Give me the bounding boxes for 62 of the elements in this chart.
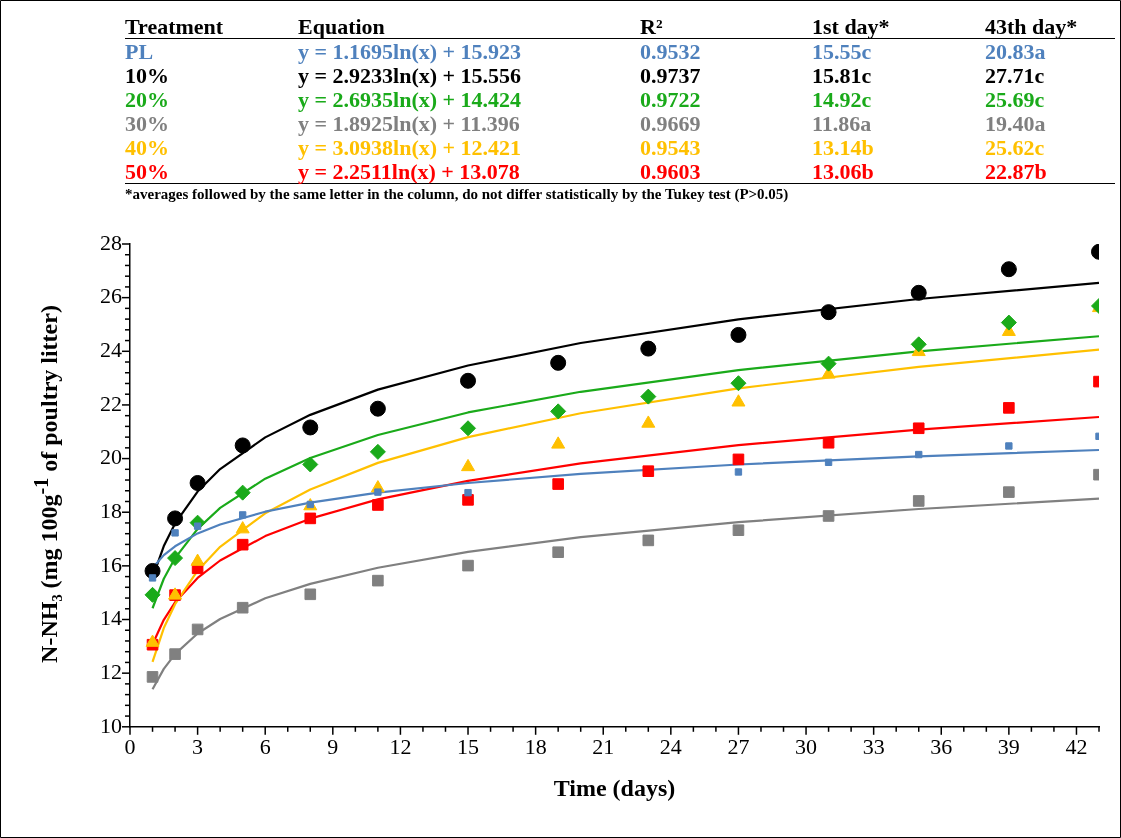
text: 11.86a bbox=[812, 111, 872, 137]
x-tick-label: 3 bbox=[192, 733, 204, 759]
text: y = 1.1695ln(x) + 15.923 bbox=[298, 39, 522, 65]
y-tick-label: 14 bbox=[100, 605, 122, 631]
text: 0.9532 bbox=[640, 39, 701, 65]
text: Equation bbox=[298, 14, 385, 40]
text: 25.62c bbox=[985, 135, 1045, 161]
x-tick-label: 33 bbox=[862, 733, 885, 759]
x-tick-label: 12 bbox=[389, 733, 412, 759]
y-tick-label: 24 bbox=[100, 337, 122, 363]
x-tick-label: 24 bbox=[659, 733, 682, 759]
text: 0.9722 bbox=[640, 87, 701, 113]
text: y = 2.6935ln(x) + 14.424 bbox=[298, 87, 522, 113]
text: 1st day* bbox=[812, 14, 890, 40]
text: 50% bbox=[125, 159, 169, 185]
x-tick-label: 0 bbox=[124, 733, 136, 759]
y-tick-label: 26 bbox=[100, 283, 122, 309]
x-tick-label: 9 bbox=[327, 733, 339, 759]
text: 0.9669 bbox=[640, 111, 701, 137]
y-tick-label: 28 bbox=[100, 229, 122, 255]
text: 43th day* bbox=[985, 14, 1078, 40]
text: y = 3.0938ln(x) + 12.421 bbox=[298, 135, 522, 161]
text: Treatment bbox=[125, 14, 224, 40]
y-tick-label: 22 bbox=[100, 390, 122, 416]
text: 19.40a bbox=[985, 111, 1046, 137]
text: 15.81c bbox=[812, 63, 872, 89]
y-tick-label: 10 bbox=[100, 712, 122, 738]
x-tick-label: 6 bbox=[259, 733, 271, 759]
x-tick-label: 21 bbox=[592, 733, 615, 759]
x-tick-label: 39 bbox=[997, 733, 1020, 759]
x-tick-label: 27 bbox=[727, 733, 750, 759]
text: 10% bbox=[125, 63, 169, 89]
text: 20.83a bbox=[985, 39, 1046, 65]
text: 15.55c bbox=[812, 39, 872, 65]
x-tick-label: 36 bbox=[930, 733, 953, 759]
y-tick-label: 18 bbox=[100, 498, 122, 523]
text: 0.9737 bbox=[640, 63, 701, 89]
y-tick-label: 12 bbox=[100, 658, 122, 684]
text: R² bbox=[640, 14, 663, 40]
text: 30% bbox=[125, 111, 169, 137]
text: 40% bbox=[125, 135, 169, 161]
text: 27.71c bbox=[985, 63, 1045, 89]
text: 13.14b bbox=[812, 135, 874, 161]
y-tick-label: 20 bbox=[100, 444, 122, 470]
text: PL bbox=[125, 39, 154, 65]
text: y = 1.8925ln(x) + 11.396 bbox=[298, 111, 520, 137]
text: 25.69c bbox=[985, 87, 1045, 113]
text: y = 2.2511ln(x) + 13.078 bbox=[298, 159, 520, 185]
text: 0.9543 bbox=[640, 135, 701, 161]
x-tick-label: 15 bbox=[457, 733, 480, 759]
text: *averages followed by the same letter in the column, do not differ statistically by the Tukey test (P>0.05) bbox=[125, 186, 790, 203]
x-tick-label: 18 bbox=[524, 733, 547, 759]
y-tick-label: 16 bbox=[100, 551, 122, 577]
text: 0.9603 bbox=[640, 159, 701, 185]
text: y = 2.9233ln(x) + 15.556 bbox=[298, 63, 522, 89]
text: 14.92c bbox=[812, 87, 872, 113]
text: 22.87b bbox=[985, 159, 1047, 185]
x-tick-label: 30 bbox=[795, 733, 818, 759]
text: 13.06b bbox=[812, 159, 874, 185]
x-tick-label: 42 bbox=[1065, 733, 1088, 759]
x-axis-title: Time (days) bbox=[553, 774, 676, 801]
text: 20% bbox=[125, 87, 169, 113]
